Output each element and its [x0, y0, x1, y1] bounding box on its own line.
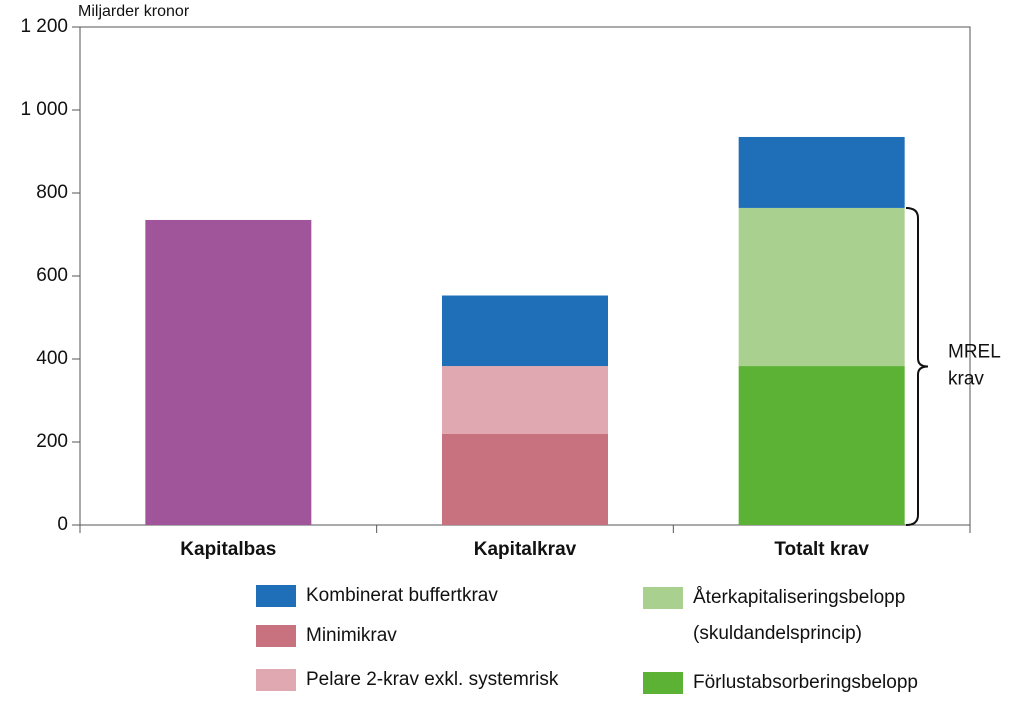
bar-segment — [738, 207, 905, 367]
y-tick-label: 0 — [57, 514, 68, 535]
legend-swatch — [643, 672, 683, 694]
legend-label: Kombinerat buffertkrav — [306, 585, 498, 606]
y-tick-label: 1 000 — [20, 99, 68, 120]
x-tick-label: Kapitalbas — [180, 539, 276, 560]
legend-label: Förlustabsorberingsbelopp — [693, 672, 918, 693]
legend-label: Minimikrav — [306, 625, 397, 646]
legend-item: Förlustabsorberingsbelopp — [643, 665, 973, 701]
y-tick-label: 800 — [36, 182, 68, 203]
brace — [905, 206, 929, 526]
bar-segment — [442, 366, 608, 434]
annotation: MREL — [948, 341, 1001, 362]
legend-item: Pelare 2-krav exkl. systemrisk — [256, 662, 586, 698]
bar-segment — [738, 366, 905, 525]
bar-segment — [145, 219, 312, 525]
legend-label: Återkapitaliseringsbelopp (skuldandelspr… — [693, 587, 906, 644]
legend-item: Minimikrav — [256, 618, 586, 654]
y-tick-label: 1 200 — [20, 16, 68, 37]
y-tick-label: 200 — [36, 431, 68, 452]
legend-item: Återkapitaliseringsbelopp (skuldandelspr… — [643, 580, 973, 652]
y-tick-label: 400 — [36, 348, 68, 369]
y-tick-label: 600 — [36, 265, 68, 286]
legend-swatch — [256, 585, 296, 607]
bar-segment — [442, 295, 608, 367]
legend-label: Pelare 2-krav exkl. systemrisk — [306, 669, 559, 690]
legend-swatch — [256, 625, 296, 647]
x-tick-label: Kapitalkrav — [474, 539, 577, 560]
legend-item: Kombinerat buffertkrav — [256, 578, 586, 614]
bar-segment — [738, 136, 905, 208]
y-axis-label: Miljarder kronor — [78, 3, 190, 20]
x-tick-label: Totalt krav — [774, 539, 869, 560]
legend-swatch — [256, 669, 296, 691]
legend-swatch — [643, 587, 683, 609]
bar-segment — [442, 433, 608, 525]
annotation: krav — [948, 368, 984, 389]
